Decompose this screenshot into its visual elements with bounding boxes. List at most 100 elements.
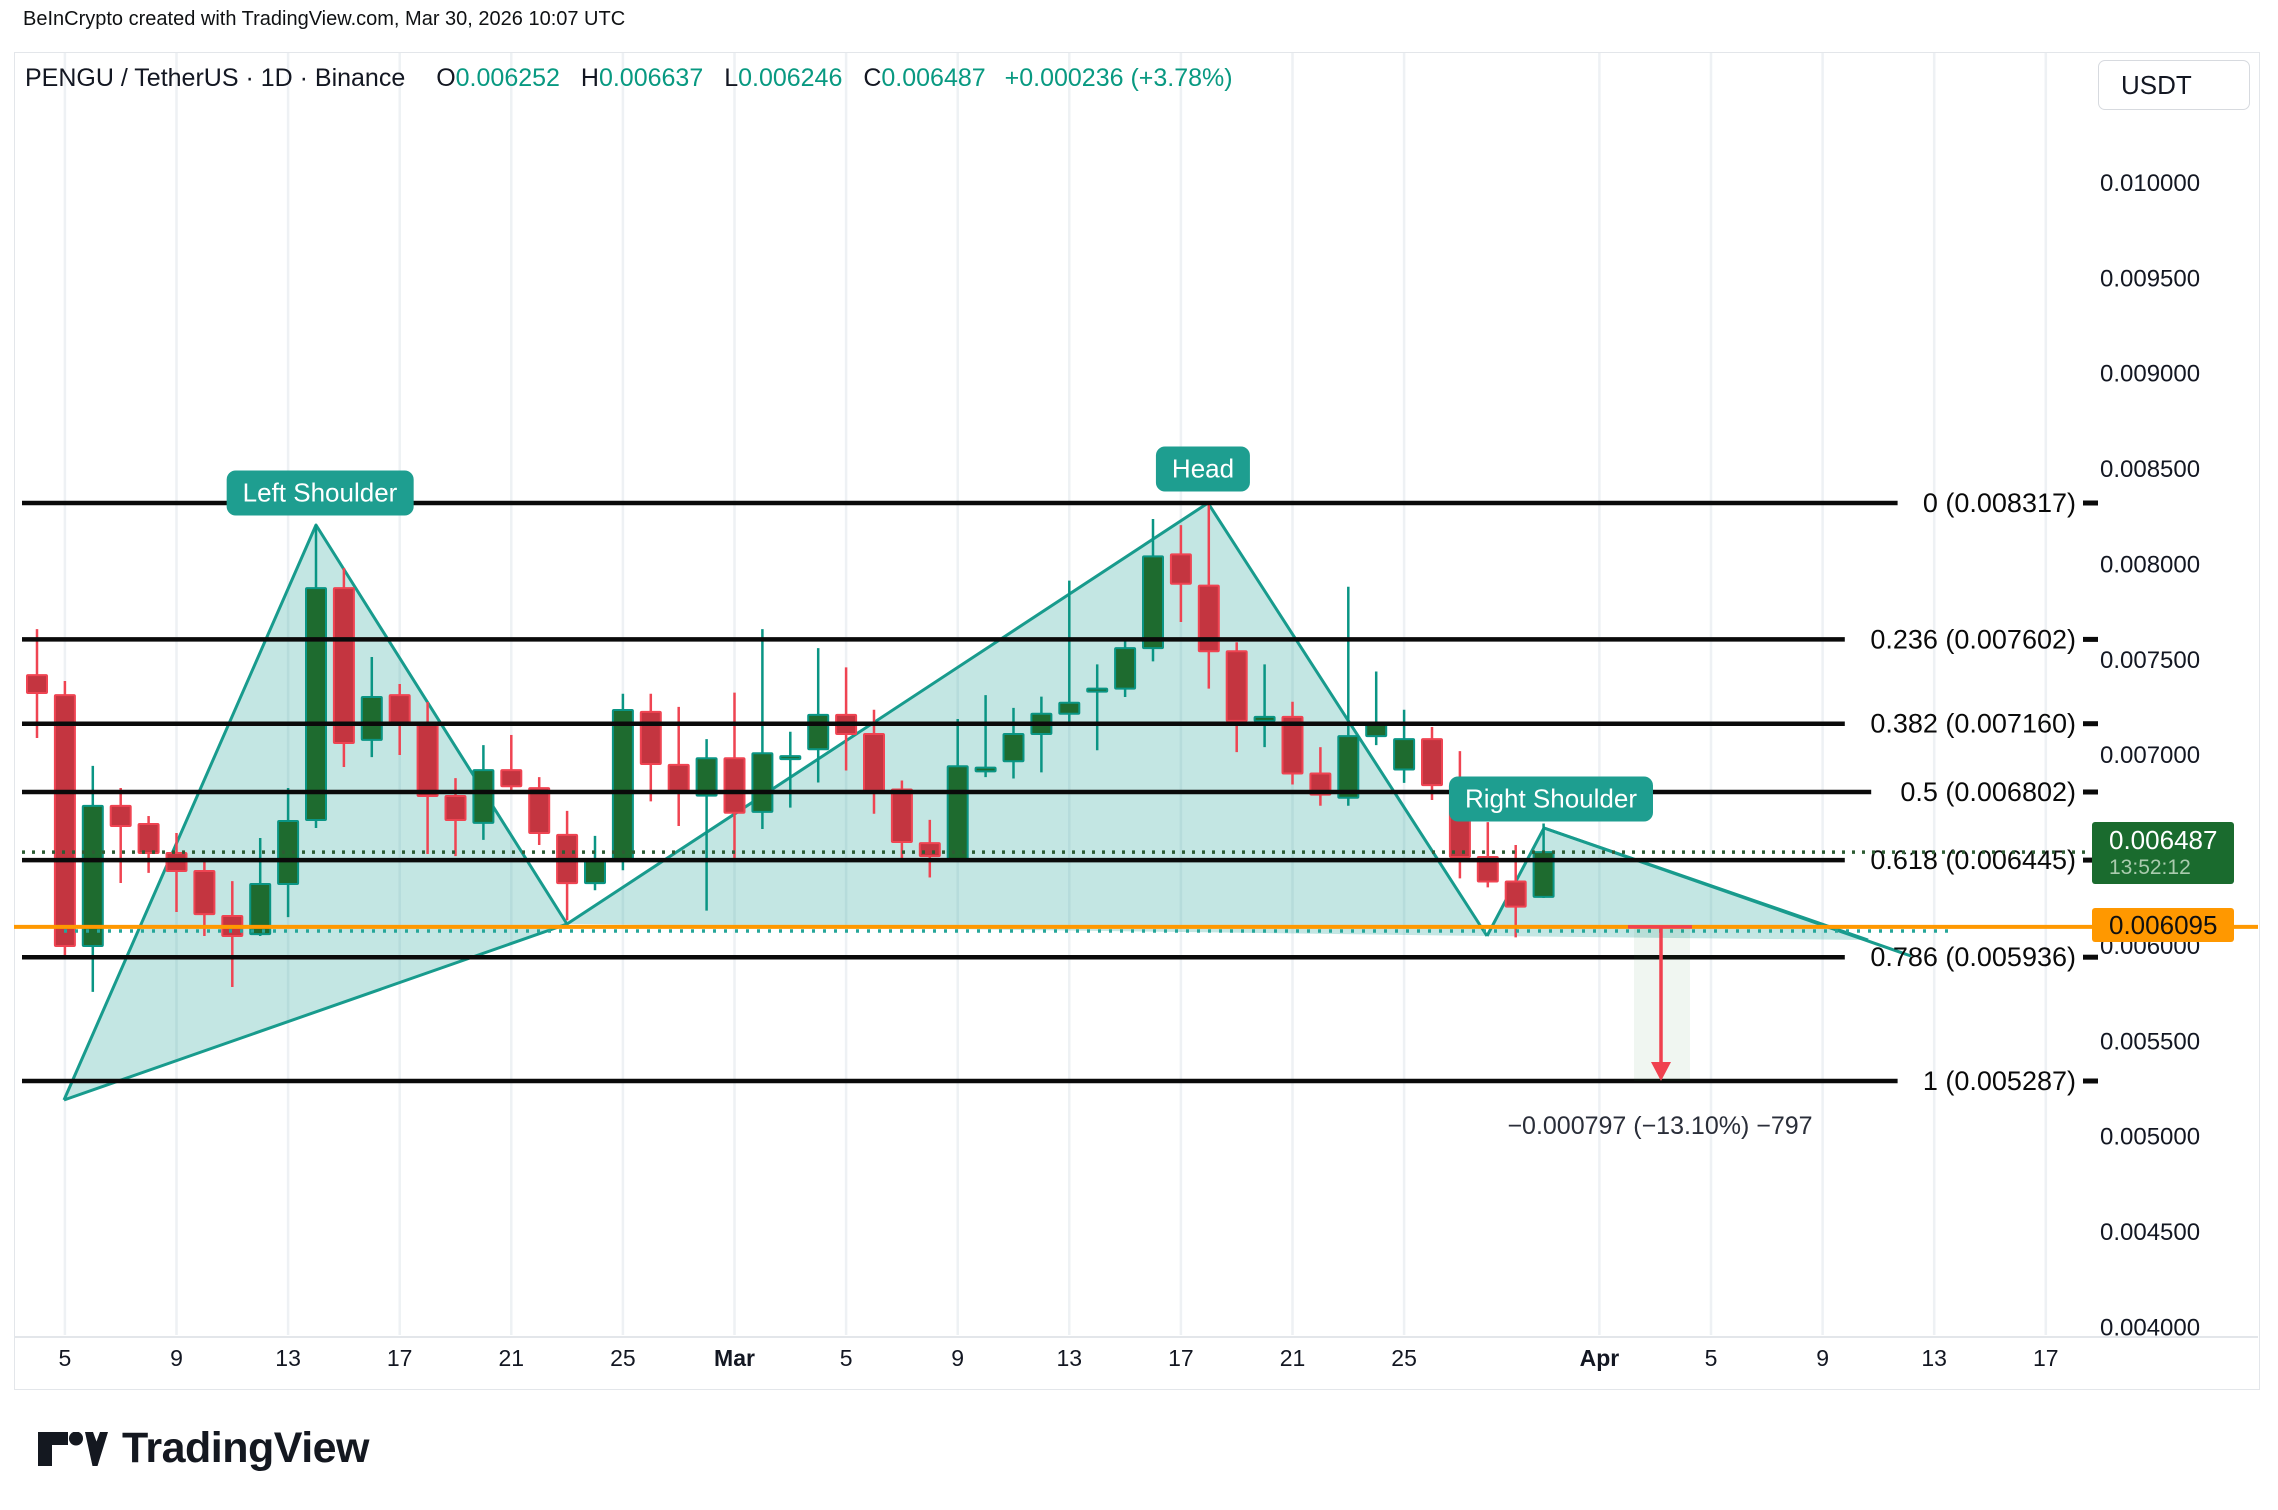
candle-Feb-22 <box>528 787 551 835</box>
candle-Mar-10 <box>974 766 997 773</box>
open-value: 0.006252 <box>455 64 560 92</box>
fib-label: 0.382 (0.007160) <box>1870 709 2076 739</box>
symbol-title[interactable]: PENGU / TetherUS · 1D · Binance <box>25 64 406 92</box>
svg-text:0.009500: 0.009500 <box>2100 265 2200 292</box>
svg-text:5: 5 <box>840 1345 853 1371</box>
svg-text:17: 17 <box>1168 1345 1194 1371</box>
svg-text:17: 17 <box>387 1345 413 1371</box>
candle-Mar-9 <box>946 765 969 861</box>
candle-Feb-24 <box>584 859 606 885</box>
candle-Mar-25 <box>1393 738 1416 771</box>
svg-text:13: 13 <box>1921 1345 1947 1371</box>
candle-Mar-26 <box>1421 738 1443 787</box>
svg-text:0.004000: 0.004000 <box>2100 1315 2200 1342</box>
candle-Mar-8 <box>918 842 941 858</box>
svg-text:25: 25 <box>610 1345 636 1371</box>
candle-Mar-22 <box>1309 772 1332 796</box>
candle-Feb-16 <box>360 696 383 741</box>
candle-Mar-2 <box>751 752 774 813</box>
symbol-header: PENGU / TetherUS · 1D · Binance O0.00625… <box>25 64 1233 93</box>
svg-text:9: 9 <box>951 1345 964 1371</box>
svg-text:0.010000: 0.010000 <box>2100 170 2200 197</box>
candle-Mar-1 <box>723 757 746 814</box>
last-price-badge[interactable]: 0.006487 13:52:12 <box>2092 822 2234 884</box>
open-label: O <box>436 64 456 92</box>
svg-text:0.005500: 0.005500 <box>2100 1028 2200 1055</box>
candle-Feb-14 <box>305 587 327 822</box>
high-value: 0.006637 <box>598 64 704 92</box>
svg-text:0.008000: 0.008000 <box>2100 551 2200 578</box>
candle-Mar-23 <box>1337 735 1360 799</box>
svg-text:0.005000: 0.005000 <box>2100 1124 2200 1151</box>
measure-annotation: −0.000797 (−13.10%) −797 <box>1507 1112 1813 1140</box>
pattern-label-head[interactable]: Head <box>1155 446 1251 492</box>
attribution-text: BeInCrypto created with TradingView.com,… <box>23 8 626 30</box>
candle-Feb-18 <box>416 724 439 798</box>
fib-retracement[interactable]: 0 (0.008317) 0.236 (0.007602) 0.382 (0.007… <box>22 488 2098 1096</box>
alert-price-badge[interactable]: 0.006095 <box>2092 908 2234 942</box>
fib-label: 0.786 (0.005936) <box>1870 942 2076 972</box>
pattern-label-left-shoulder[interactable]: Left Shoulder <box>226 470 414 516</box>
candle-Mar-3 <box>779 755 802 761</box>
fib-label: 0.618 (0.006445) <box>1870 845 2076 875</box>
svg-text:21: 21 <box>1280 1345 1306 1371</box>
candle-Mar-11 <box>1002 733 1025 763</box>
pattern-label-right-shoulder[interactable]: Right Shoulder <box>1449 776 1653 822</box>
candle-Mar-14 <box>1086 687 1109 693</box>
candle-Feb-26 <box>639 710 662 765</box>
high-label: H <box>580 64 599 92</box>
svg-text:0.009000: 0.009000 <box>2100 361 2200 388</box>
candle-Mar-21 <box>1281 715 1304 775</box>
candle-Mar-7 <box>890 788 913 843</box>
svg-text:Apr: Apr <box>1580 1345 1620 1371</box>
svg-text:13: 13 <box>275 1345 301 1371</box>
candle-Feb-17 <box>388 694 411 727</box>
chart-card <box>14 52 2260 1390</box>
candle-Feb-4 <box>26 674 48 694</box>
candle-Mar-13 <box>1058 701 1081 715</box>
candle-Mar-29 <box>1504 880 1527 908</box>
candle-Mar-15 <box>1114 647 1137 690</box>
svg-text:5: 5 <box>59 1345 72 1371</box>
candle-Mar-18 <box>1197 584 1220 653</box>
time-scale[interactable]: 5 9 13 17 21 25 Mar 5 9 13 17 21 25 Apr 5 9 13 17 <box>59 1345 2059 1371</box>
candle-Feb-7 <box>109 804 132 827</box>
svg-text:0.004500: 0.004500 <box>2100 1219 2200 1246</box>
svg-text:9: 9 <box>170 1345 183 1371</box>
candle-Mar-24 <box>1365 724 1388 738</box>
candle-Mar-4 <box>807 713 830 751</box>
fib-label: 1 (0.005287) <box>1923 1066 2076 1096</box>
svg-text:5: 5 <box>1705 1345 1718 1371</box>
candle-Feb-28 <box>695 757 718 797</box>
tradingview-logo-icon <box>38 1431 108 1466</box>
candle-Feb-21 <box>500 769 523 788</box>
candle-Mar-19 <box>1225 650 1248 722</box>
measure-tool[interactable] <box>1628 925 1692 1081</box>
candle-Feb-5 <box>53 694 76 947</box>
tradingview-logo[interactable]: TradingView <box>38 1424 370 1473</box>
svg-text:25: 25 <box>1391 1345 1417 1371</box>
fib-label: 0.5 (0.006802) <box>1900 777 2076 807</box>
fib-label: 0.236 (0.007602) <box>1870 624 2076 654</box>
close-value: 0.006487 <box>881 64 986 92</box>
candle-Feb-10 <box>193 869 216 916</box>
svg-text:13: 13 <box>1057 1345 1083 1371</box>
currency-toggle-button[interactable]: USDT <box>2098 60 2250 110</box>
price-scale[interactable]: 0.010000 0.009500 0.009000 0.008500 0.008000… <box>2100 170 2200 1342</box>
svg-text:17: 17 <box>2033 1345 2059 1371</box>
low-value: 0.006246 <box>738 64 843 92</box>
candle-Mar-17 <box>1169 553 1192 585</box>
svg-text:21: 21 <box>499 1345 525 1371</box>
svg-text:0.007500: 0.007500 <box>2100 647 2200 674</box>
low-label: L <box>724 64 739 92</box>
candle-Mar-20 <box>1253 715 1276 722</box>
close-label: C <box>863 64 882 92</box>
candle-Mar-16 <box>1142 555 1164 650</box>
svg-text:0.008500: 0.008500 <box>2100 456 2200 483</box>
candle-Feb-15 <box>332 587 355 744</box>
change-value: +0.000236 (+3.78%) <box>1004 64 1233 92</box>
svg-text:Mar: Mar <box>714 1345 755 1371</box>
candle-Mar-28 <box>1476 856 1499 883</box>
fib-label: 0 (0.008317) <box>1923 488 2076 518</box>
